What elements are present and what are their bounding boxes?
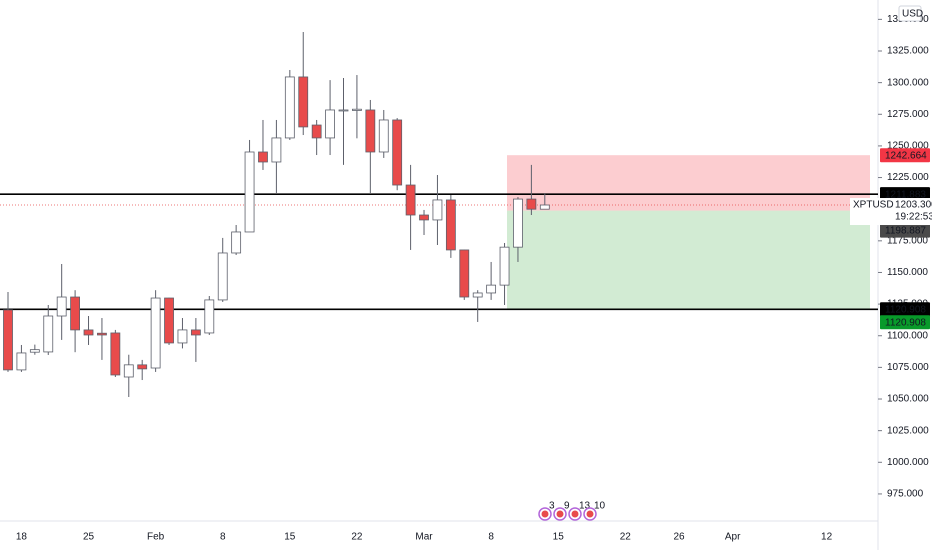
last-price-label: 1203.300 <box>895 200 932 211</box>
x-tick-label: Apr <box>725 532 741 543</box>
candle-body <box>392 119 403 186</box>
candle-body <box>137 364 148 370</box>
entry-label-bg <box>880 223 930 238</box>
x-tick-label: 26 <box>673 532 685 543</box>
event-count: 3 <box>549 501 555 512</box>
line-price-label-bg <box>880 302 930 317</box>
candle-body <box>16 352 27 371</box>
currency-box <box>898 5 922 22</box>
entry-label: 1198.887 <box>885 226 926 237</box>
event-flag <box>571 510 579 518</box>
x-tick-label: 8 <box>488 532 494 543</box>
candle-body <box>459 249 470 298</box>
candle-body <box>83 329 94 336</box>
y-tick-label: 975.000 <box>887 489 924 500</box>
candle-body <box>499 246 510 286</box>
x-tick-label: 18 <box>16 532 28 543</box>
x-tick-label: 8 <box>220 532 226 543</box>
event-count: 13 <box>579 501 591 512</box>
target-zone <box>507 210 870 310</box>
line-price-label-bg <box>880 187 930 202</box>
candle-body <box>97 332 107 336</box>
event-flag <box>541 510 549 518</box>
candle-body <box>150 297 161 369</box>
candle-body <box>123 364 134 378</box>
candle-body <box>271 137 282 163</box>
candle-body <box>70 296 80 331</box>
y-tick-label: 1175.000 <box>887 235 928 246</box>
stop-label-bg <box>880 148 930 163</box>
candle-body <box>486 284 497 294</box>
line-price-label: 1211.883 <box>885 189 926 200</box>
last-price-bg <box>850 198 932 226</box>
candle-body <box>29 349 40 353</box>
candle-body <box>231 231 242 254</box>
candle-body <box>472 292 483 298</box>
event-flag <box>586 510 594 518</box>
candle-body <box>405 184 416 216</box>
x-tick-label: 15 <box>284 532 296 543</box>
candle-body <box>190 329 201 336</box>
candle-body <box>365 109 376 153</box>
event-count: 9 <box>564 501 570 512</box>
candle-body <box>56 296 67 317</box>
x-tick-label: 22 <box>351 532 363 543</box>
y-tick-label: 1250.000 <box>887 141 929 152</box>
candle-body <box>110 332 121 376</box>
candle-body <box>177 329 188 344</box>
candle-body <box>338 109 349 112</box>
x-tick-label: 25 <box>83 532 95 543</box>
y-tick-label: 1000.000 <box>887 457 929 468</box>
candle-body <box>352 108 362 111</box>
candle-body <box>513 198 523 248</box>
event-flag <box>556 510 564 518</box>
candle-body <box>3 309 13 371</box>
y-tick-label: 1150.000 <box>887 267 928 278</box>
target-label: 1120.908 <box>885 317 926 328</box>
candle-body <box>258 151 268 163</box>
candle-body <box>204 299 215 334</box>
candle-body <box>419 214 429 221</box>
candle-body <box>217 252 228 301</box>
target-label-bg <box>880 315 930 330</box>
stop-label: 1242.664 <box>885 150 927 161</box>
y-tick-label: 1325.000 <box>887 46 929 57</box>
candle-body <box>298 76 309 128</box>
y-tick-label: 1100.000 <box>887 330 928 341</box>
y-tick-label: 1025.000 <box>887 425 929 436</box>
line-price-label: 1120.908 <box>885 304 926 315</box>
candle-body <box>244 151 255 233</box>
y-tick-label: 1275.000 <box>887 109 929 120</box>
countdown: 19:22:53 <box>895 212 932 223</box>
candle-body <box>526 198 537 210</box>
symbol-label: XPTUSD <box>853 200 894 211</box>
stop-zone <box>507 155 870 211</box>
x-tick-label: Feb <box>147 532 165 543</box>
y-tick-label: 1050.000 <box>887 394 929 405</box>
candle-body <box>284 76 295 139</box>
y-tick-label: 1225.000 <box>887 172 929 183</box>
candle-body <box>445 199 456 251</box>
candle-body <box>378 119 389 153</box>
x-tick-label: Mar <box>415 532 433 543</box>
candle-body <box>311 124 322 139</box>
candle-body <box>432 199 443 221</box>
candle-body <box>43 315 54 353</box>
x-tick-label: 15 <box>553 532 565 543</box>
candle-body <box>164 297 174 344</box>
x-tick-label: 12 <box>821 532 833 543</box>
y-tick-label: 1075.000 <box>887 362 929 373</box>
event-count: 10 <box>594 501 606 512</box>
x-tick-label: 22 <box>620 532 632 543</box>
y-tick-label: 1300.000 <box>887 77 929 88</box>
currency-label: USD <box>902 9 923 20</box>
candle-body <box>325 109 335 139</box>
candle-body <box>539 204 550 210</box>
